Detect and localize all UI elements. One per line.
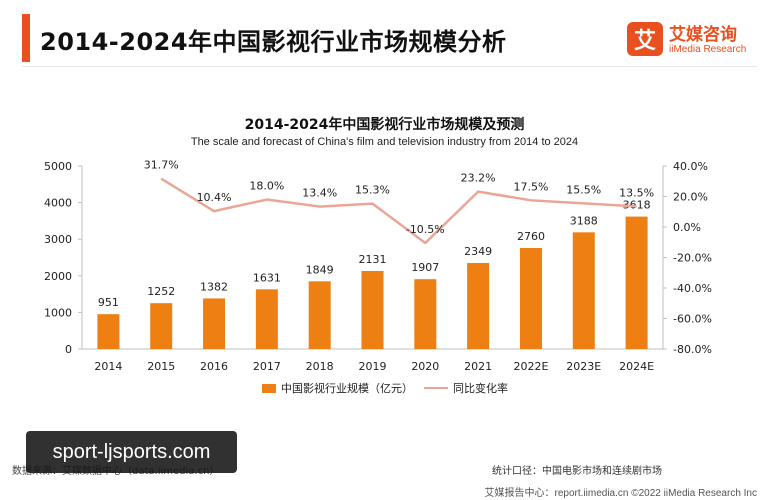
line-data-label: 23.2%	[461, 172, 496, 185]
x-tick-label: 2015	[147, 360, 175, 373]
page-title: 2014-2024年中国影视行业市场规模分析	[40, 28, 507, 56]
y-right-tick-label: -40.0%	[673, 282, 712, 295]
line-data-label: 15.5%	[566, 183, 601, 196]
x-tick-label: 2020	[411, 360, 439, 373]
logo-mark-icon: 艾	[627, 22, 663, 56]
bar-data-label: 1631	[253, 271, 281, 284]
footer-credit: 艾媒报告中心：report.iimedia.cn ©2022 iiMedia R…	[484, 488, 757, 499]
y-left-tick-label: 2000	[44, 270, 72, 283]
legend-label-line: 同比变化率	[453, 382, 508, 395]
header-divider	[22, 66, 757, 67]
bar-data-label: 2349	[464, 245, 492, 258]
y-right-tick-label: 20.0%	[673, 191, 708, 204]
legend-label-bar: 中国影视行业规模（亿元）	[281, 382, 413, 395]
bar-data-label: 3188	[570, 214, 598, 227]
x-tick-label: 2017	[253, 360, 281, 373]
legend-swatch-bar	[262, 383, 276, 393]
y-left-tick-label: 5000	[44, 160, 72, 173]
growth-rate-line	[160, 177, 637, 245]
x-tick-label: 2024E	[619, 360, 654, 373]
logo-name-en: iiMedia Research	[669, 44, 747, 55]
bar-data-label: 3618	[623, 199, 651, 212]
brand-logo: 艾 艾媒咨询 iiMedia Research	[627, 20, 755, 60]
title-accent-bar	[22, 14, 30, 62]
watermark-overlay: sport-ljsports.com	[26, 431, 237, 473]
bar-data-label: 1382	[200, 280, 228, 293]
chart-title: 2014-2024年中国影视行业市场规模及预测	[244, 117, 525, 133]
y-left-tick-label: 4000	[44, 197, 72, 210]
line-data-label: 17.5%	[513, 180, 548, 193]
y-right-tick-label: -60.0%	[673, 313, 712, 326]
y-left-tick-label: 0	[65, 343, 72, 356]
y-left-tick-label: 3000	[44, 233, 72, 246]
y-right-tick-label: 0.0%	[673, 221, 701, 234]
x-tick-label: 2016	[200, 360, 228, 373]
line-data-label: 10.4%	[197, 191, 232, 204]
legend-item-line: 同比变化率	[424, 380, 508, 396]
bar-data-label: 951	[98, 296, 119, 309]
bar-data-label: 1849	[306, 263, 334, 276]
x-tick-label: 2018	[306, 360, 334, 373]
bar	[625, 216, 648, 349]
bar	[414, 279, 437, 349]
bar-data-label: 2760	[517, 230, 545, 243]
y-right-tick-label: -20.0%	[673, 252, 712, 265]
x-tick-label: 2014	[94, 360, 122, 373]
bar-data-label: 1252	[147, 285, 175, 298]
chart-legend: 中国影视行业规模（亿元） 同比变化率	[0, 380, 769, 396]
line-data-label: 15.3%	[355, 184, 390, 197]
x-tick-label: 2022E	[513, 360, 548, 373]
bar	[97, 314, 120, 349]
y-right-tick-label: 40.0%	[673, 160, 708, 173]
line-data-label: -10.5%	[406, 223, 445, 236]
statistical-scope: 统计口径：中国电影市场和连续剧市场	[492, 466, 662, 477]
y-right-tick-label: -80.0%	[673, 343, 712, 356]
x-tick-label: 2019	[359, 360, 387, 373]
line-data-label: 31.7%	[144, 159, 179, 172]
bar	[519, 247, 542, 349]
bar	[308, 281, 331, 349]
bar	[203, 298, 226, 349]
logo-name-cn: 艾媒咨询	[669, 25, 737, 45]
line-data-label: 13.4%	[302, 187, 337, 200]
chart-subtitle: The scale and forecast of China's film a…	[190, 136, 579, 148]
line-data-label: 13.5%	[619, 186, 654, 199]
legend-item-bar: 中国影视行业规模（亿元）	[262, 380, 413, 396]
bar	[572, 232, 595, 349]
bar-data-label: 1907	[411, 261, 439, 274]
legend-swatch-line	[424, 387, 448, 389]
x-tick-label: 2023E	[566, 360, 601, 373]
bar	[361, 271, 384, 349]
y-left-tick-label: 1000	[44, 306, 72, 319]
x-tick-label: 2021	[464, 360, 492, 373]
bar	[467, 263, 490, 349]
bar-data-label: 2131	[359, 253, 387, 266]
bar	[255, 289, 278, 349]
bar	[150, 303, 173, 349]
line-data-label: 18.0%	[249, 180, 284, 193]
